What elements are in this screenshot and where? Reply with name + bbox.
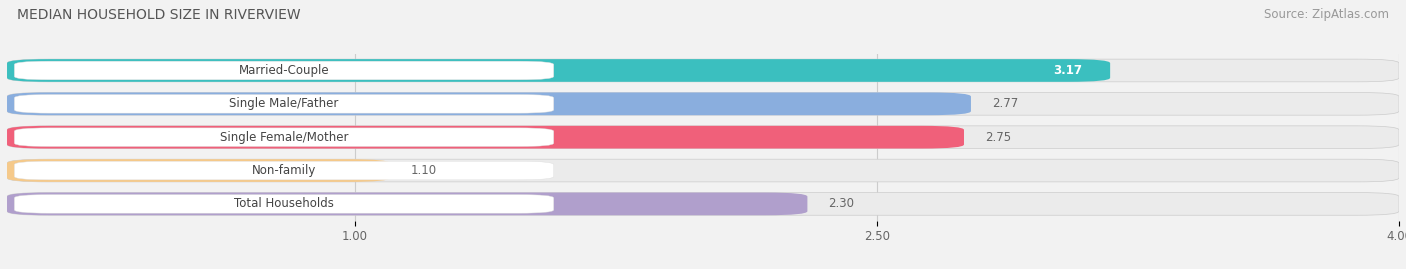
Text: 3.17: 3.17 [1053, 64, 1083, 77]
Text: Source: ZipAtlas.com: Source: ZipAtlas.com [1264, 8, 1389, 21]
FancyBboxPatch shape [7, 93, 972, 115]
Text: 2.75: 2.75 [984, 131, 1011, 144]
Text: Non-family: Non-family [252, 164, 316, 177]
FancyBboxPatch shape [14, 161, 554, 180]
Text: Single Male/Father: Single Male/Father [229, 97, 339, 110]
FancyBboxPatch shape [7, 193, 1399, 215]
FancyBboxPatch shape [7, 193, 807, 215]
Text: Married-Couple: Married-Couple [239, 64, 329, 77]
FancyBboxPatch shape [14, 61, 554, 80]
FancyBboxPatch shape [7, 159, 1399, 182]
Text: Single Female/Mother: Single Female/Mother [219, 131, 349, 144]
FancyBboxPatch shape [7, 59, 1399, 82]
Text: 1.10: 1.10 [411, 164, 437, 177]
FancyBboxPatch shape [7, 126, 1399, 148]
Text: 2.30: 2.30 [828, 197, 855, 210]
Text: MEDIAN HOUSEHOLD SIZE IN RIVERVIEW: MEDIAN HOUSEHOLD SIZE IN RIVERVIEW [17, 8, 301, 22]
FancyBboxPatch shape [14, 94, 554, 113]
FancyBboxPatch shape [7, 159, 389, 182]
FancyBboxPatch shape [14, 194, 554, 213]
Text: Total Households: Total Households [233, 197, 335, 210]
Text: 2.77: 2.77 [991, 97, 1018, 110]
FancyBboxPatch shape [7, 126, 965, 148]
FancyBboxPatch shape [14, 128, 554, 147]
FancyBboxPatch shape [7, 93, 1399, 115]
FancyBboxPatch shape [7, 59, 1111, 82]
